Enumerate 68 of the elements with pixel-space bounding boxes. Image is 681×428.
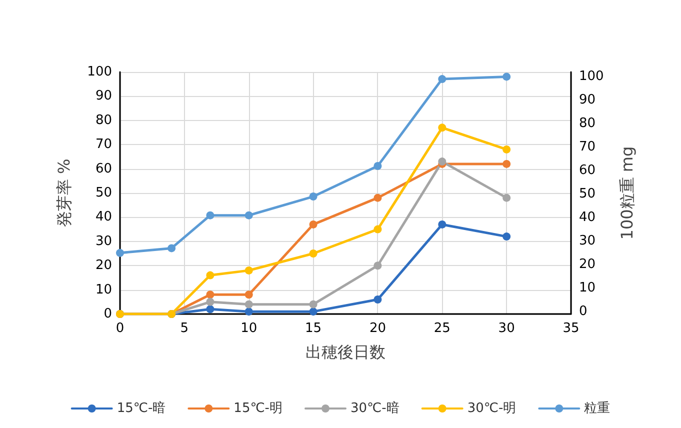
y-tick-label: 0 (104, 306, 112, 322)
y2-tick-label: 70 (579, 140, 596, 155)
y-tick-label: 60 (95, 161, 112, 176)
point (206, 290, 214, 299)
point (438, 75, 446, 84)
y-tick-label: 30 (95, 234, 112, 249)
point (244, 290, 253, 299)
y-tick-label: 70 (95, 137, 112, 152)
y2-tick-label: 100 (579, 69, 604, 84)
point (206, 298, 214, 306)
x-tick-label: 25 (434, 321, 450, 336)
point (206, 305, 214, 314)
y-tick-label: 50 (95, 186, 112, 200)
y-axis-title: 発芽率 % (54, 158, 74, 228)
legend-label: 15℃-暗 (116, 401, 166, 416)
point (438, 124, 446, 132)
point (502, 160, 511, 168)
point (309, 300, 318, 308)
point (309, 192, 318, 201)
legend-label: 30℃-暗 (350, 401, 400, 416)
y2-axis-title: 100粒重 mg (618, 146, 636, 240)
y-tick-label: 90 (95, 88, 112, 104)
y-tick-label: 20 (95, 258, 112, 274)
point (168, 244, 176, 252)
point (206, 271, 214, 280)
x-tick-label: 35 (562, 321, 580, 336)
point (116, 248, 124, 257)
point (206, 211, 214, 220)
y-tick-label: 80 (95, 112, 112, 128)
point (309, 220, 318, 228)
y2-tick-label: 90 (579, 92, 596, 108)
y-tick-label: 40 (95, 210, 112, 225)
legend-label: 粒重 (584, 401, 610, 416)
point (244, 211, 253, 220)
point (374, 262, 382, 270)
y2-tick-label: 30 (579, 234, 596, 249)
y2-tick-label: 50 (579, 186, 596, 202)
legend-label: 15℃-明 (234, 401, 283, 416)
point (309, 308, 318, 316)
point (438, 220, 446, 228)
point (374, 225, 382, 234)
x-tick-label: 20 (369, 321, 386, 336)
point (374, 295, 382, 304)
y2-tick-label: 20 (579, 257, 596, 272)
x-tick-label: 15 (305, 321, 322, 336)
y-tick-label: 10 (95, 282, 112, 298)
point (502, 194, 511, 202)
point (244, 300, 253, 308)
y2-tick-label: 60 (579, 163, 596, 178)
point (502, 145, 511, 154)
x-tick-label: 30 (498, 321, 515, 336)
x-tick-label: 10 (240, 321, 258, 336)
point (374, 194, 382, 202)
x-tick-label: 5 (180, 321, 189, 336)
y2-tick-label: 0 (579, 304, 588, 320)
x-axis-title: 出穂後日数 (306, 342, 386, 362)
point (502, 72, 511, 81)
legend-label: 30℃-明 (467, 401, 516, 416)
point (244, 266, 253, 274)
x-tick-label: 0 (116, 321, 124, 336)
y2-tick-label: 40 (579, 210, 596, 226)
y2-tick-label: 80 (579, 116, 596, 132)
point (374, 162, 382, 170)
y2-tick-label: 10 (579, 280, 596, 296)
point (244, 308, 253, 316)
point (309, 250, 318, 258)
point (502, 232, 511, 241)
y-tick-label: 100 (87, 64, 112, 80)
